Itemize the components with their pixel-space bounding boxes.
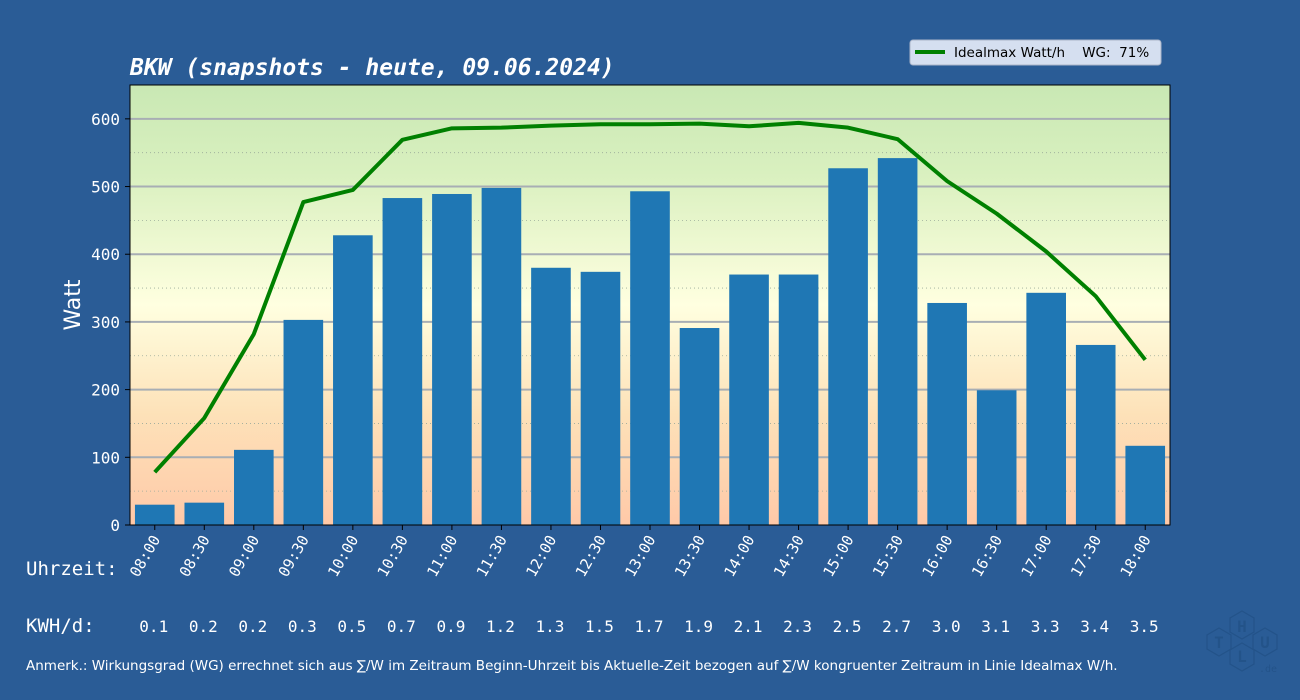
- legend: Idealmax Watt/h WG: 71%: [909, 39, 1162, 66]
- kwh-value: 0.5: [337, 617, 366, 636]
- bar-14:00: [729, 274, 769, 525]
- kwh-value: 3.0: [932, 617, 961, 636]
- x-tick-label: 13:00: [621, 532, 659, 580]
- chart-title: BKW (snapshots - heute, 09.06.2024): [129, 55, 615, 81]
- y-tick-label: 600: [91, 110, 120, 129]
- kwh-value: 1.5: [585, 617, 614, 636]
- bar-17:30: [1075, 344, 1116, 525]
- kwh-value: 0.2: [189, 617, 218, 636]
- x-tick-label: 11:30: [473, 532, 511, 580]
- bar-17:00: [1026, 292, 1066, 525]
- bar-11:30: [481, 187, 522, 525]
- kwh-value: 2.3: [783, 617, 812, 636]
- x-tick-label: 12:30: [572, 532, 610, 580]
- x-tick-label: 13:30: [671, 532, 709, 580]
- kwh-value: 3.5: [1130, 617, 1159, 636]
- bar-16:00: [927, 302, 967, 525]
- bar-16:30: [976, 390, 1017, 525]
- x-tick-label: 10:00: [324, 532, 362, 580]
- x-axis-ticks: 08:00 08:30 09:00 09:30 10:00 10:30 11:00 11:30…: [126, 525, 1155, 580]
- bar-09:00: [234, 449, 274, 525]
- bar-10:00: [333, 235, 373, 525]
- bar-12:30: [580, 271, 621, 525]
- y-tick-label: 300: [91, 313, 120, 332]
- x-tick-label: 12:00: [522, 532, 560, 580]
- kwh-value: 1.9: [684, 617, 713, 636]
- x-tick-label: 08:30: [176, 532, 214, 580]
- x-tick-label: 16:30: [968, 532, 1006, 580]
- bar-13:00: [630, 191, 670, 525]
- kwh-row-label: KWH/d:: [26, 615, 95, 637]
- y-tick-label: 200: [91, 381, 120, 400]
- y-axis-label: Watt: [61, 279, 86, 330]
- bar-09:30: [283, 319, 324, 525]
- bar-12:00: [531, 267, 571, 525]
- logo-suffix: .de: [1259, 664, 1277, 675]
- kwh-value: 0.1: [139, 617, 168, 636]
- x-tick-label: 14:00: [720, 532, 758, 580]
- x-tick-label: 15:30: [869, 532, 907, 580]
- y-tick-label: 500: [91, 178, 120, 197]
- kwh-value: 3.1: [981, 617, 1010, 636]
- kwh-value: 2.5: [833, 617, 862, 636]
- time-row-label: Uhrzeit:: [26, 558, 118, 580]
- kwh-value: 0.2: [238, 617, 267, 636]
- logo-letter-u: U: [1260, 633, 1270, 652]
- x-tick-label: 09:00: [225, 532, 263, 580]
- x-tick-label: 10:30: [374, 532, 412, 580]
- logo-letter-t: T: [1214, 633, 1224, 652]
- x-tick-label: 15:00: [819, 532, 857, 580]
- x-tick-label: 09:30: [275, 532, 313, 580]
- x-tick-label: 11:00: [423, 532, 461, 580]
- logo-letter-l: L: [1237, 647, 1247, 666]
- kwh-value: 2.1: [734, 617, 763, 636]
- kwh-value: 1.7: [635, 617, 664, 636]
- bar-10:30: [382, 198, 423, 526]
- y-tick-label: 400: [91, 245, 120, 264]
- kwh-value: 1.3: [535, 617, 564, 636]
- bar-08:00: [134, 504, 175, 525]
- x-tick-label: 08:00: [126, 532, 164, 580]
- bar-11:00: [432, 193, 472, 525]
- bar-15:30: [877, 158, 918, 525]
- legend-box: [909, 39, 1162, 66]
- logo-letter-h: H: [1237, 617, 1247, 636]
- y-tick-label: 100: [91, 448, 120, 467]
- idealmax-line: [153, 120, 1147, 474]
- x-tick-label: 17:30: [1067, 532, 1105, 580]
- kwh-values: 0.1 0.2 0.2 0.3 0.5 0.7 0.9 1.2 1.3 1.5 1.7 1.9 2.1 2…: [139, 617, 1158, 636]
- footnote: Anmerk.: Wirkungsgrad (WG) errechnet sic…: [26, 658, 1118, 674]
- x-tick-label: 18:00: [1117, 532, 1155, 580]
- bar-14:30: [778, 274, 819, 525]
- bar-13:30: [679, 328, 720, 525]
- x-tick-label: 14:30: [770, 532, 808, 580]
- x-tick-label: 17:00: [1017, 532, 1055, 580]
- kwh-value: 0.7: [387, 617, 416, 636]
- bar-15:00: [828, 168, 868, 525]
- kwh-value: 3.3: [1031, 617, 1060, 636]
- kwh-value: 0.3: [288, 617, 317, 636]
- bar-18:00: [1125, 445, 1166, 525]
- kwh-value: 3.4: [1080, 617, 1109, 636]
- y-axis-ticks: 0 100 200 300 400 500 600: [91, 110, 130, 535]
- thul-logo: H T U L .de: [1206, 610, 1278, 675]
- y-tick-label: 0: [110, 516, 120, 535]
- kwh-value: 1.2: [486, 617, 515, 636]
- bar-series: [134, 158, 1166, 526]
- kwh-value: 0.9: [436, 617, 465, 636]
- x-tick-label: 16:00: [918, 532, 956, 580]
- bar-08:30: [184, 502, 225, 525]
- kwh-value: 2.7: [882, 617, 911, 636]
- legend-label: Idealmax Watt/h WG: 71%: [954, 45, 1149, 61]
